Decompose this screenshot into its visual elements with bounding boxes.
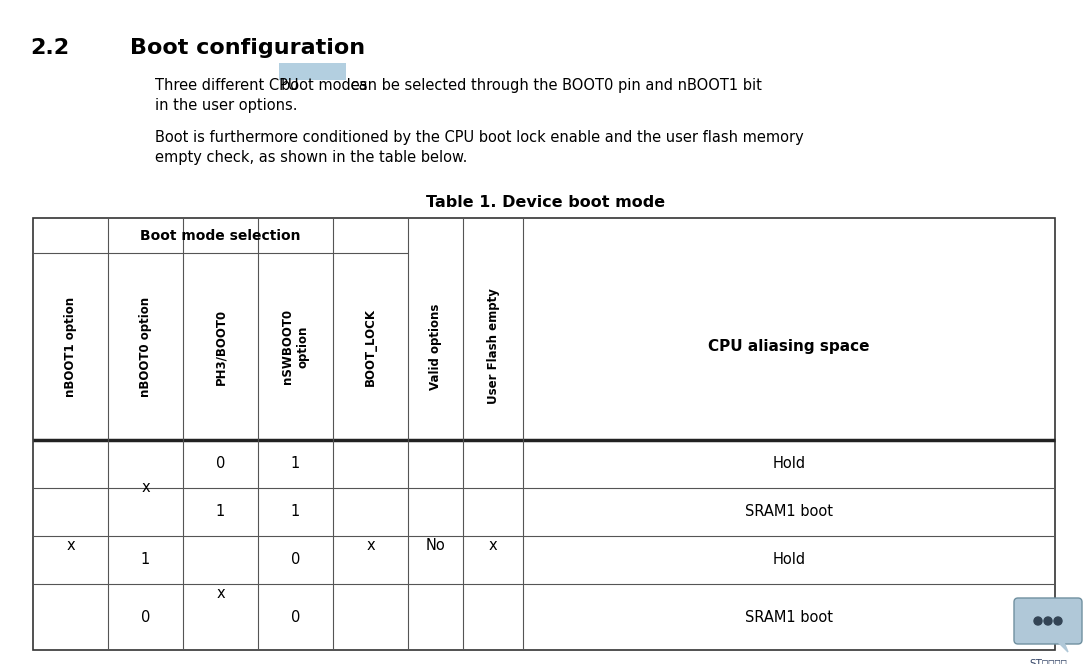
Text: 1: 1 [290, 457, 300, 471]
FancyBboxPatch shape [278, 63, 346, 80]
Text: 2.2: 2.2 [29, 38, 69, 58]
Text: Hold: Hold [772, 552, 806, 568]
Polygon shape [1056, 640, 1068, 652]
Text: 0: 0 [141, 610, 151, 625]
Text: x: x [366, 537, 375, 552]
Text: x: x [216, 586, 225, 600]
Text: boot modes: boot modes [281, 78, 368, 93]
Circle shape [1034, 617, 1042, 625]
Text: BOOT_LOCK: BOOT_LOCK [364, 307, 377, 386]
Text: nBOOT1 option: nBOOT1 option [64, 296, 78, 396]
Text: 0: 0 [216, 457, 225, 471]
Text: empty check, as shown in the table below.: empty check, as shown in the table below… [155, 150, 467, 165]
Text: Valid options: Valid options [429, 303, 442, 390]
Circle shape [1044, 617, 1052, 625]
Text: User Flash empty: User Flash empty [487, 289, 499, 404]
Bar [33, 218, 1055, 650]
Text: 1: 1 [290, 505, 300, 519]
Text: CPU aliasing space: CPU aliasing space [709, 339, 869, 354]
Text: nBOOT0 option: nBOOT0 option [139, 296, 152, 396]
Text: 0: 0 [290, 552, 300, 568]
Text: nSWBOOT0
option: nSWBOOT0 option [282, 309, 309, 384]
Text: 1: 1 [216, 505, 225, 519]
Text: 1: 1 [141, 552, 150, 568]
Text: Boot is furthermore conditioned by the CPU boot lock enable and the user flash m: Boot is furthermore conditioned by the C… [155, 130, 804, 145]
Text: Boot mode selection: Boot mode selection [140, 228, 300, 242]
Circle shape [1054, 617, 1063, 625]
Text: SRAM1 boot: SRAM1 boot [745, 610, 833, 625]
Text: x: x [141, 481, 150, 495]
Text: x: x [67, 537, 75, 552]
FancyBboxPatch shape [1014, 598, 1082, 644]
Text: Hold: Hold [772, 457, 806, 471]
Text: can be selected through the BOOT0 pin and nBOOT1 bit: can be selected through the BOOT0 pin an… [346, 78, 762, 93]
Text: Three different CPU: Three different CPU [155, 78, 304, 93]
Text: Boot configuration: Boot configuration [130, 38, 365, 58]
Text: x: x [489, 537, 497, 552]
Text: in the user options.: in the user options. [155, 98, 297, 113]
Text: ST中文论坛: ST中文论坛 [1029, 658, 1067, 664]
Text: SRAM1 boot: SRAM1 boot [745, 505, 833, 519]
Text: No: No [426, 537, 446, 552]
Text: 0: 0 [290, 610, 300, 625]
Text: Table 1. Device boot mode: Table 1. Device boot mode [427, 195, 665, 210]
Text: PH3/BOOT0: PH3/BOOT0 [214, 309, 227, 384]
